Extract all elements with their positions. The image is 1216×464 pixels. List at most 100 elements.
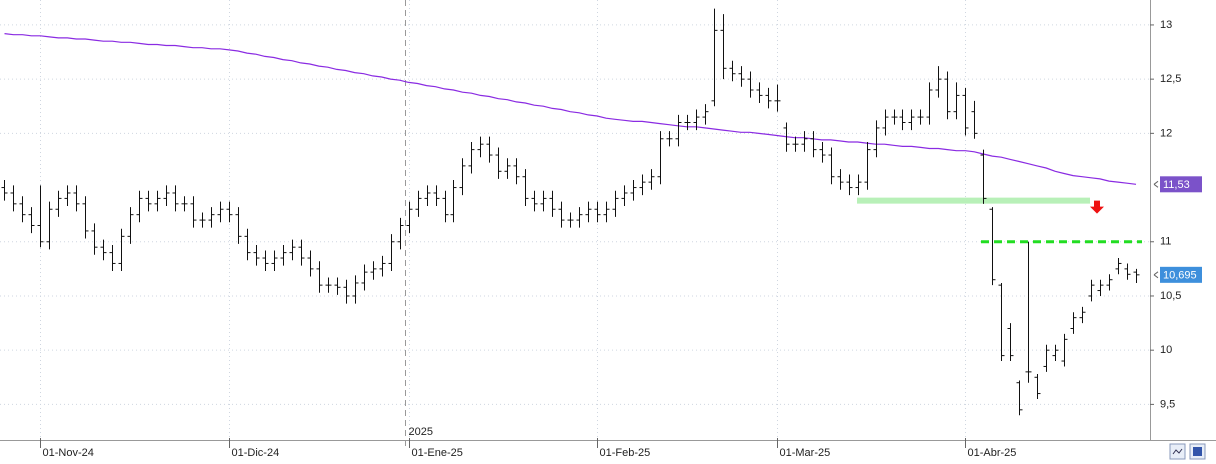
ohlc-bar (226, 201, 233, 223)
ohlc-bar (1052, 344, 1059, 362)
x-tick-label: 01-Mar-25 (780, 447, 831, 459)
x-tick-label: 01-Abr-25 (968, 447, 1017, 459)
ohlc-bar (513, 158, 520, 185)
ohlc-bar (136, 190, 143, 223)
ohlc-bar (846, 174, 853, 196)
ohlc-bar (28, 207, 35, 234)
ohlc-bar (118, 228, 125, 272)
ohlc-bar (298, 239, 305, 266)
ohlc-bar (657, 131, 664, 185)
ohlc-bar (1, 179, 8, 201)
ohlc-bar (926, 82, 933, 125)
x-tick-label: 01-Dic-24 (232, 447, 280, 459)
ohlc-bar (433, 185, 440, 206)
ohlc-bar (352, 275, 359, 304)
ohlc-bar (217, 201, 224, 223)
ohlc-bar (873, 120, 880, 158)
ohlc-bar (917, 109, 924, 125)
y-tick-label: 12 (1160, 127, 1172, 139)
ohlc-bar (280, 245, 287, 266)
ohlc-bar (558, 201, 565, 228)
ohlc-bar (675, 114, 682, 147)
ohlc-bar (406, 201, 413, 234)
ohlc-bar (1097, 279, 1104, 296)
ohlc-bar (1079, 306, 1086, 324)
ohlc-bar (271, 250, 278, 272)
ohlc-bar (828, 147, 835, 185)
ohlc-bar (1070, 312, 1077, 334)
ohlc-bar (307, 250, 314, 277)
ohlc-bar (91, 223, 98, 255)
ohlc-bar (792, 136, 799, 152)
plot-area (0, 0, 1150, 448)
ohlc-bar (603, 201, 610, 223)
annotation-box (1160, 266, 1202, 283)
ohlc-bar (567, 212, 574, 228)
ohlc-bar (109, 245, 116, 272)
icon (1172, 448, 1183, 455)
ohlc-bar (127, 207, 134, 244)
icon (1193, 447, 1202, 456)
ohlc-bar (19, 196, 26, 223)
ohlc-bar (10, 185, 17, 212)
ohlc-bar (998, 282, 1005, 362)
ohlc-bar (989, 207, 996, 286)
ohlc-bar (82, 196, 89, 239)
ohlc-bar (621, 185, 628, 206)
ohlc-bar (289, 239, 296, 261)
ohlc-bar (64, 185, 71, 206)
ohlc-bar (639, 174, 646, 196)
ohlc-bar (486, 136, 493, 163)
ohlc-bar (711, 8, 718, 107)
annotation-pointer (1153, 180, 1159, 188)
ohlc-bar (531, 190, 538, 212)
ohlc-bar (73, 185, 80, 212)
ohlc-bar (37, 185, 44, 248)
ohlc-bar (1034, 374, 1041, 399)
ohlc-bar (855, 174, 862, 196)
ohlc-bar (316, 261, 323, 293)
ohlc-bar (522, 169, 529, 206)
x-tick-label: 01-Feb-25 (600, 447, 651, 459)
ohlc-bar (1016, 380, 1023, 416)
ohlc-bar (630, 179, 637, 201)
ohlc-bar (1088, 279, 1095, 302)
ohlc-bar (693, 109, 700, 131)
ohlc-bar (666, 131, 673, 147)
ohlc-bar (244, 228, 251, 261)
ohlc-bar (415, 190, 422, 217)
ohlc-bar (864, 142, 871, 190)
ohlc-bar (154, 190, 161, 212)
ohlc-bar (477, 136, 484, 158)
ohlc-bar (361, 264, 368, 291)
ohlc-bar (504, 158, 511, 179)
moving-average (4, 33, 1137, 185)
ohlc-bar (738, 66, 745, 87)
ohlc-bar (899, 109, 906, 131)
ohlc-bar (100, 239, 107, 261)
ohlc-bar (442, 190, 449, 223)
ohlc-bar (181, 196, 188, 212)
ohlc-bar (765, 87, 772, 109)
ohlc-bar (370, 261, 377, 280)
y-tick-label: 9,5 (1160, 398, 1175, 410)
annotation-label: 11,53 (1163, 179, 1190, 191)
ohlc-bar (774, 84, 781, 112)
ohlc-bar (468, 142, 475, 174)
ohlc-bar (729, 60, 736, 82)
year-label: 2025 (409, 426, 433, 438)
ohlc-bar (334, 277, 341, 295)
ohlc-bar (190, 196, 197, 228)
ohlc-bar (459, 158, 466, 196)
ohlc-bar (343, 279, 350, 304)
ohlc-bar (495, 147, 502, 179)
ohlc-bar (450, 179, 457, 223)
ohlc-bar (953, 82, 960, 120)
ohlc-bar (756, 82, 763, 103)
ohlc-bar (810, 131, 817, 158)
ohlc-bar (684, 114, 691, 131)
y-tick-label: 10,5 (1160, 290, 1181, 302)
ohlc-bar (612, 190, 619, 217)
